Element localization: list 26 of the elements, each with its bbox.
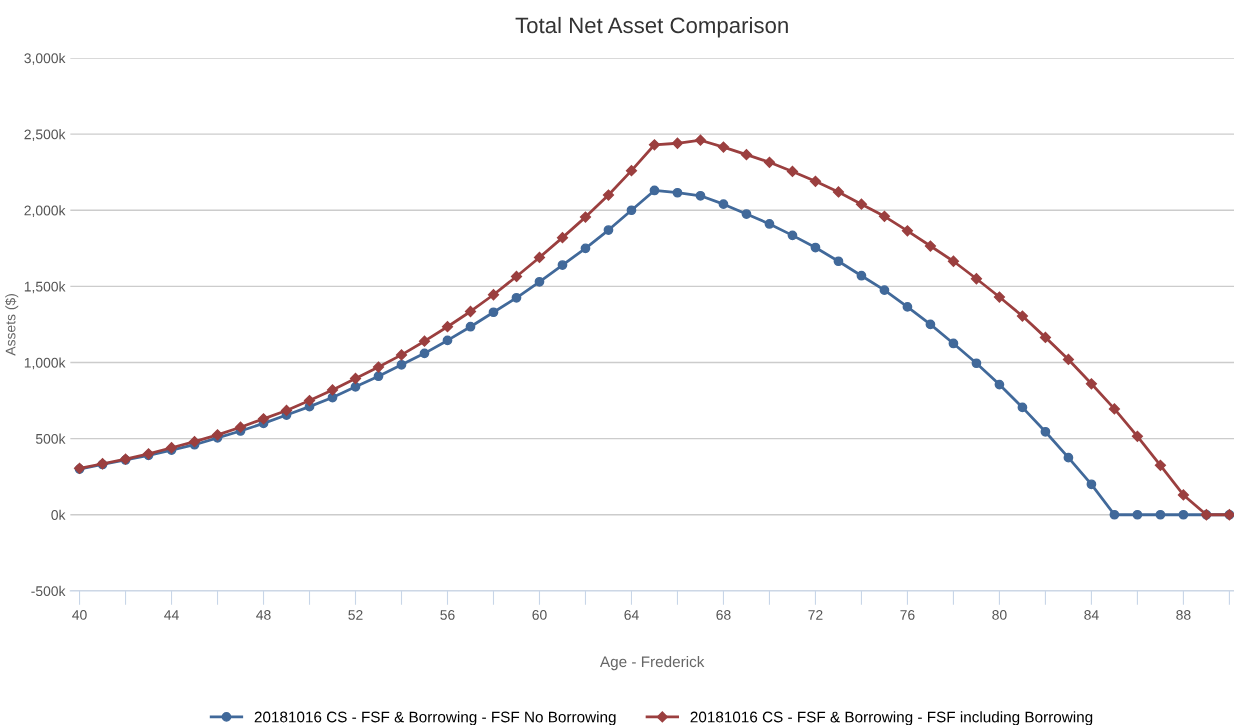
x-tick-label: 88 [1176, 609, 1191, 620]
x-tick-label: 44 [164, 610, 179, 620]
y-tick-label: 3,000k [24, 52, 66, 65]
x-tick-label: 80 [992, 609, 1007, 620]
y-tick-label: -500k [31, 585, 66, 597]
y-tick-label: 2,000k [24, 205, 66, 218]
x-tick-label: 60 [532, 609, 547, 620]
x-tick-label: 84 [1084, 609, 1099, 620]
legend-label: 20181016 CS - FSF & Borrowing - FSF No Borrowing [254, 711, 616, 725]
x-tick-label: 64 [624, 609, 639, 620]
x-tick-label: 76 [900, 609, 915, 620]
x-tick-label: 40 [72, 609, 87, 620]
y-tick-label: 2,500k [24, 129, 66, 141]
y-axis-title: Assets ($) [5, 294, 19, 356]
y-tick-label: 1,000k [24, 357, 66, 370]
chart-title: Total Net Asset Comparison [515, 16, 788, 38]
y-tick-label: 0k [51, 509, 66, 520]
x-tick-label: 56 [440, 609, 455, 620]
legend-label: 20181016 CS - FSF & Borrowing - FSF including Borrowing [690, 711, 1093, 725]
x-tick-label: 68 [716, 609, 731, 620]
y-tick-label: 1,500k [24, 281, 66, 294]
x-tick-label: 52 [348, 609, 363, 620]
x-tick-label: 72 [808, 609, 823, 620]
y-tick-label: 500k [35, 433, 66, 444]
x-tick-label: 48 [256, 609, 271, 620]
x-axis-title: Age - Frederick [599, 655, 705, 671]
